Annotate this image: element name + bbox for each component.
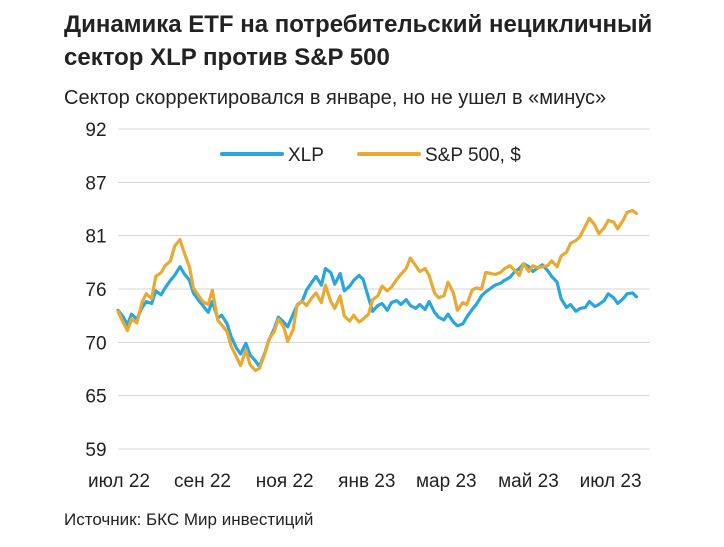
- series-lines: [116, 208, 639, 373]
- x-tick-label: ноя 22: [256, 471, 314, 492]
- chart-title: Динамика ETF на потребительский нециклич…: [64, 11, 653, 71]
- chart-subtitle: Сектор скорректировался в январе, но не …: [64, 87, 607, 109]
- x-tick-label: май 23: [498, 471, 559, 492]
- source-note: Источник: БКС Мир инвестиций: [64, 510, 314, 529]
- xlp-line: [116, 262, 639, 369]
- legend-label: XLP: [288, 145, 324, 166]
- x-axis-ticks: июл 22 сен 22 ноя 22 янв 23 мар 23 май 23 июл …: [88, 471, 642, 492]
- y-tick-label: 76: [85, 280, 106, 301]
- x-tick-label: июл 22: [88, 471, 150, 492]
- x-tick-label: сен 22: [174, 471, 231, 492]
- legend: XLP S&P 500, $: [220, 145, 521, 166]
- y-tick-label: 59: [85, 440, 106, 461]
- x-tick-label: июл 23: [580, 471, 642, 492]
- sp500-line: [116, 208, 639, 373]
- y-tick-label: 81: [85, 227, 106, 248]
- y-axis-ticks: 92 87 81 76 70 65 59: [85, 120, 106, 461]
- x-tick-label: мар 23: [416, 471, 477, 492]
- legend-label: S&P 500, $: [425, 145, 521, 166]
- legend-item-sp500: S&P 500, $: [357, 145, 521, 166]
- x-tick-label: янв 23: [338, 471, 395, 492]
- y-tick-label: 65: [85, 387, 106, 408]
- legend-item-xlp: XLP: [220, 145, 324, 166]
- y-tick-label: 70: [85, 333, 106, 354]
- y-tick-label: 92: [85, 120, 106, 141]
- y-tick-label: 87: [85, 173, 106, 194]
